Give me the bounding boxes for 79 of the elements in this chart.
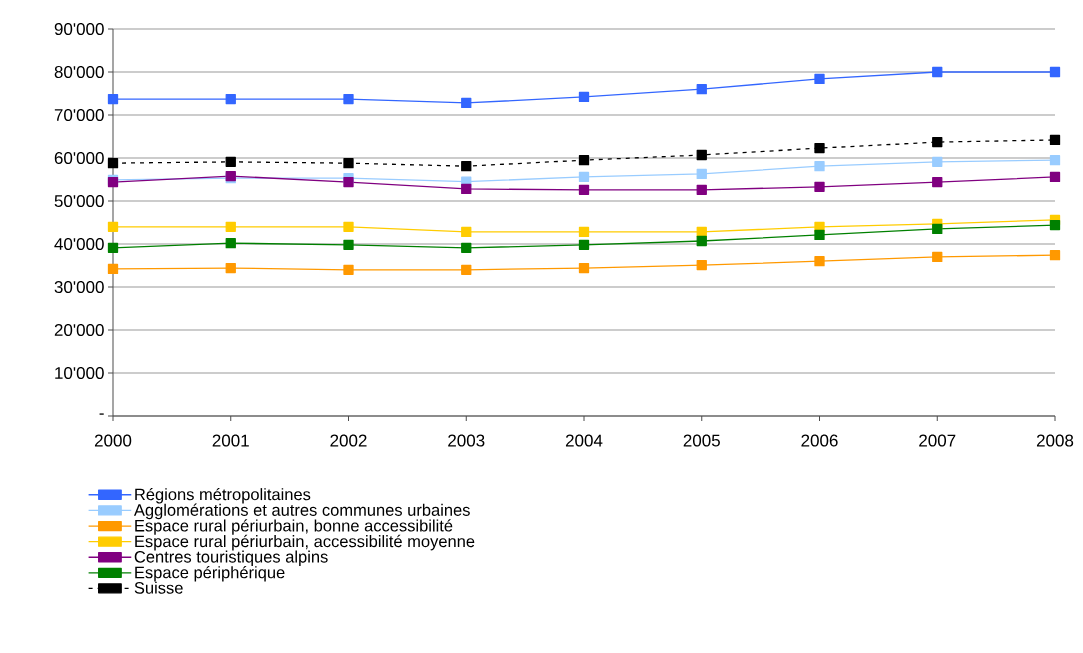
- y-tick-label: 50'000: [54, 194, 104, 208]
- legend-label: Centres touristiques alpins: [134, 550, 328, 566]
- x-tick-label: 2001: [212, 434, 249, 447]
- point: [932, 176, 943, 188]
- y-tick-label: 40'000: [54, 237, 104, 251]
- point: [225, 93, 236, 105]
- point: [578, 226, 590, 238]
- x-tick-label: 2007: [919, 434, 956, 447]
- legend-label: Espace rural périurbain, bonne accessibilité: [135, 519, 453, 535]
- point: [225, 156, 236, 168]
- x-tick-label: 2003: [448, 434, 485, 447]
- x-tick-label: 2002: [330, 434, 367, 447]
- y-tick-label: 70'000: [54, 108, 104, 122]
- point: [932, 223, 943, 235]
- x-tick-label: 2008: [1036, 434, 1074, 447]
- point: [578, 171, 590, 183]
- point: [343, 176, 354, 188]
- point: [1049, 219, 1061, 231]
- point: [814, 161, 825, 172]
- point: [461, 183, 472, 195]
- x-tick-label: 2000: [94, 434, 132, 447]
- legend-label: Suisse: [134, 581, 183, 594]
- point: [932, 66, 943, 78]
- point: [343, 221, 354, 232]
- point: [343, 239, 354, 251]
- point: [225, 221, 236, 232]
- point: [343, 93, 354, 105]
- legend-label: Espace rural périurbain, accessibilité moyenne: [135, 534, 475, 551]
- legend-label: Régions métropolitaines: [135, 487, 311, 504]
- point: [461, 264, 472, 275]
- legend-label: Agglomérations et autres communes urbaines: [133, 503, 470, 520]
- point: [578, 184, 590, 195]
- x-tick-label: 2006: [801, 434, 838, 447]
- point: [814, 229, 825, 241]
- point: [932, 251, 943, 263]
- x-tick-label: 2004: [565, 434, 603, 447]
- point: [696, 84, 707, 95]
- point: [107, 242, 119, 254]
- point: [578, 239, 590, 251]
- point: [107, 93, 119, 105]
- point: [225, 262, 236, 274]
- point: [696, 184, 707, 195]
- point: [107, 158, 119, 169]
- point: [461, 242, 472, 254]
- point: [1049, 134, 1061, 146]
- point: [696, 235, 707, 247]
- y-tick-label: 60'000: [54, 151, 104, 165]
- point: [932, 156, 943, 168]
- y-tick-label: -: [99, 413, 104, 415]
- point: [1049, 250, 1061, 261]
- point: [1049, 155, 1061, 166]
- y-tick-label: 10'000: [55, 366, 104, 380]
- point: [343, 264, 354, 275]
- point: [461, 226, 472, 238]
- point: [932, 136, 943, 148]
- point: [461, 161, 472, 172]
- y-tick-label: 30'000: [54, 280, 104, 294]
- y-tick-label: 90'000: [54, 22, 104, 36]
- legend-label: Espace périphérique: [135, 565, 285, 582]
- point: [461, 97, 472, 109]
- point: [814, 142, 825, 154]
- y-tick-label: 80'000: [54, 65, 104, 79]
- point: [225, 237, 236, 249]
- point: [696, 259, 707, 271]
- point: [107, 263, 119, 275]
- x-tick-label: 2005: [683, 434, 720, 447]
- point: [814, 73, 825, 85]
- point: [696, 149, 707, 161]
- y-tick-label: 20'000: [54, 323, 104, 337]
- point: [578, 155, 590, 166]
- point: [814, 181, 825, 192]
- point: [696, 168, 707, 180]
- point: [578, 91, 590, 103]
- point: [814, 256, 825, 267]
- point: [107, 221, 119, 232]
- point: [578, 262, 590, 274]
- point: [1049, 171, 1061, 183]
- point: [1049, 66, 1061, 78]
- point: [343, 158, 354, 169]
